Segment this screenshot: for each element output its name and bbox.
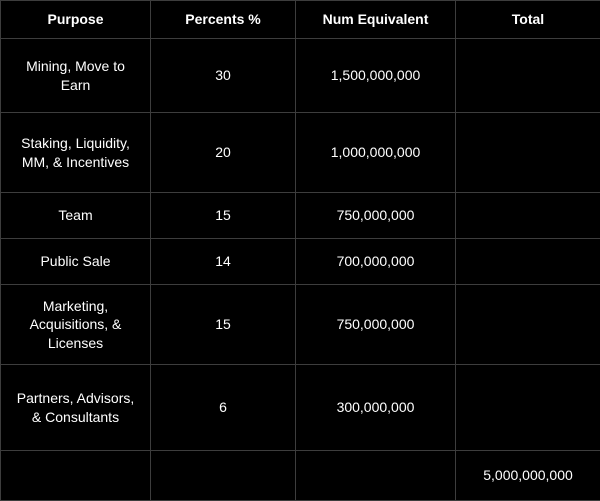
header-row: Purpose Percents % Num Equivalent Total — [1, 1, 600, 39]
num-equivalent-cell: 300,000,000 — [296, 365, 456, 451]
percent-cell: 20 — [151, 113, 296, 193]
num-equivalent-cell: 750,000,000 — [296, 193, 456, 239]
table-row-public-sale: Public Sale 14 700,000,000 — [1, 239, 600, 285]
num-equivalent-cell — [296, 451, 456, 501]
table-row-team: Team 15 750,000,000 — [1, 193, 600, 239]
total-cell — [456, 365, 600, 451]
column-header-num-equivalent: Num Equivalent — [296, 1, 456, 39]
percent-cell: 6 — [151, 365, 296, 451]
purpose-cell: Public Sale — [1, 239, 151, 285]
percent-cell: 15 — [151, 193, 296, 239]
column-header-percents: Percents % — [151, 1, 296, 39]
total-cell — [456, 193, 600, 239]
total-cell — [456, 285, 600, 365]
column-header-total: Total — [456, 1, 600, 39]
purpose-cell: Mining, Move to Earn — [1, 39, 151, 113]
num-equivalent-cell: 750,000,000 — [296, 285, 456, 365]
table-row-mining: Mining, Move to Earn 30 1,500,000,000 — [1, 39, 600, 113]
column-header-purpose: Purpose — [1, 1, 151, 39]
percent-cell: 30 — [151, 39, 296, 113]
table-row-partners: Partners, Advisors, & Consultants 6 300,… — [1, 365, 600, 451]
percent-cell — [151, 451, 296, 501]
purpose-cell: Team — [1, 193, 151, 239]
table-row-totals: 5,000,000,000 — [1, 451, 600, 501]
num-equivalent-cell: 1,000,000,000 — [296, 113, 456, 193]
purpose-cell: Partners, Advisors, & Consultants — [1, 365, 151, 451]
total-cell — [456, 239, 600, 285]
purpose-cell: Staking, Liquidity, MM, & Incentives — [1, 113, 151, 193]
num-equivalent-cell: 1,500,000,000 — [296, 39, 456, 113]
percent-cell: 14 — [151, 239, 296, 285]
purpose-cell: Marketing, Acquisitions, & Licenses — [1, 285, 151, 365]
percent-cell: 15 — [151, 285, 296, 365]
total-cell — [456, 39, 600, 113]
grand-total-cell: 5,000,000,000 — [456, 451, 600, 501]
total-cell — [456, 113, 600, 193]
table-row-marketing: Marketing, Acquisitions, & Licenses 15 7… — [1, 285, 600, 365]
table-row-staking: Staking, Liquidity, MM, & Incentives 20 … — [1, 113, 600, 193]
num-equivalent-cell: 700,000,000 — [296, 239, 456, 285]
purpose-cell — [1, 451, 151, 501]
